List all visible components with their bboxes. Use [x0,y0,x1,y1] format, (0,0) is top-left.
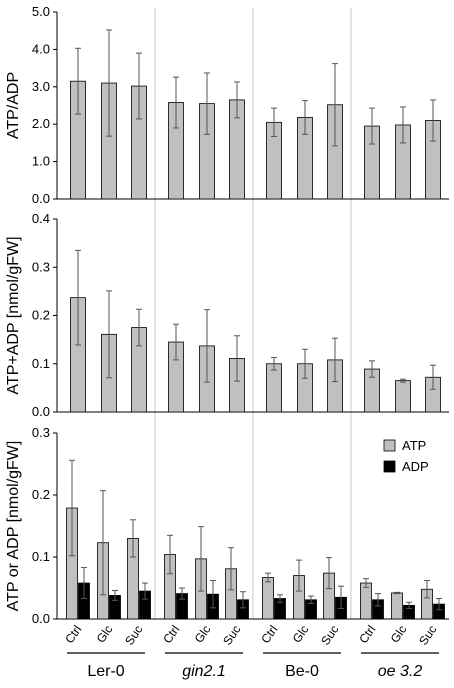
bar-atp [391,592,403,620]
category-label: Suc [220,623,243,648]
legend-swatch-atp [383,439,396,452]
category-label: Glc [192,623,214,646]
y-tick-label: 3.0 [32,79,50,94]
y-tick-label: 0.0 [32,191,50,206]
group-label: gin2.1 [182,663,226,680]
y-tick-label: 1.0 [32,154,50,169]
y-tick-label: 0.0 [32,404,50,419]
category-label: Suc [318,623,341,648]
bar-atp [360,582,372,620]
category-label: Glc [290,623,312,646]
y-tick-label: 2.0 [32,116,50,131]
category-label: Ctrl [356,623,378,646]
y-tick-label: 0.3 [32,259,50,274]
bar-atp [262,577,274,620]
category-label: Glc [94,623,116,646]
bar-value [395,380,411,413]
y-axis-label: ATP+ADP [nmol/gFW] [5,236,22,394]
category-label: Ctrl [62,623,84,646]
legend-label-adp: ADP [402,459,429,474]
bar-value [266,363,282,413]
y-tick-label: 0.1 [32,356,50,371]
y-tick-label: 0.2 [32,487,50,502]
category-label: Ctrl [258,623,280,646]
y-tick-label: 4.0 [32,41,50,56]
category-label: Ctrl [160,623,182,646]
category-label: Suc [122,623,145,648]
legend-swatch-adp [383,460,396,473]
y-tick-label: 5.0 [32,4,50,19]
y-tick-label: 0.2 [32,308,50,323]
y-tick-label: 0.4 [32,211,50,226]
y-tick-label: 0.0 [32,611,50,626]
group-label: oe 3.2 [378,663,423,680]
legend-label-atp: ATP [402,438,426,453]
y-tick-label: 0.3 [32,425,50,440]
group-label: Ler-0 [87,663,124,680]
group-label: Be-0 [285,663,319,680]
category-label: Glc [388,623,410,646]
y-axis-label: ATP/ADP [5,72,22,139]
y-axis-label: ATP or ADP [nmol/gFW] [5,441,22,612]
category-label: Suc [416,623,439,648]
y-tick-label: 0.1 [32,549,50,564]
